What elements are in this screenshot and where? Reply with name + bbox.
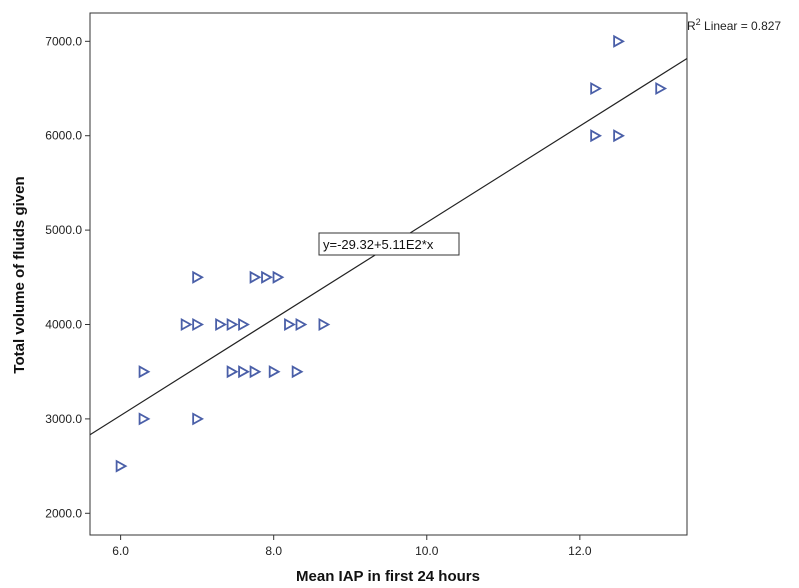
scatter-point — [295, 317, 308, 332]
r-squared-r: R — [687, 19, 696, 33]
scatter-point — [192, 317, 205, 332]
scatter-point — [238, 365, 250, 379]
scatter-point — [226, 365, 239, 379]
y-tick-label: 2000.0 — [45, 506, 82, 520]
points-layer — [115, 34, 668, 473]
y-tick-label: 3000.0 — [45, 412, 82, 426]
scatter-point — [590, 129, 603, 143]
y-tick-label: 6000.0 — [45, 129, 82, 143]
ticks-layer: 2000.0 3000.0 4000.0 5000.0 6000.0 7000.0 6.0 8… — [45, 34, 592, 558]
scatter-point — [291, 365, 304, 379]
y-tick-label: 7000.0 — [45, 34, 82, 48]
scatter-point — [192, 412, 205, 426]
scatter-point — [590, 81, 603, 96]
y-tick-label: 5000.0 — [45, 223, 82, 237]
scatter-point — [138, 412, 151, 426]
scatter-point — [284, 317, 296, 332]
scatter-point — [180, 317, 193, 332]
y-axis-title: Total volume of fluids given — [11, 176, 28, 373]
r-squared-value: Linear = 0.827 — [701, 19, 782, 33]
scatter-point — [115, 459, 128, 473]
r-squared-label: R2 Linear = 0.827 — [687, 17, 781, 33]
scatter-point — [215, 317, 227, 332]
scatter-point — [655, 81, 668, 96]
equation-box — [318, 232, 460, 256]
x-tick-label: 6.0 — [112, 544, 129, 558]
scatter-point — [249, 365, 262, 379]
scatter-point — [226, 317, 239, 332]
scatter-point — [238, 317, 250, 332]
scatter-point — [268, 365, 281, 379]
scatter-point — [192, 270, 205, 284]
y-tick-label: 4000.0 — [45, 318, 82, 332]
scatter-point — [613, 129, 625, 143]
scatter-point — [272, 270, 285, 284]
x-tick-label: 12.0 — [568, 544, 592, 558]
scatter-point — [138, 365, 151, 379]
r-squared-superscript: 2 — [696, 17, 701, 27]
scatter-point — [249, 270, 262, 284]
plot-area — [89, 12, 688, 536]
equation-label: y=-29.32+5.11E2*x — [323, 237, 434, 252]
x-tick-label: 8.0 — [265, 544, 282, 558]
scatter-point — [613, 34, 625, 48]
x-axis-title: Mean IAP in first 24 hours — [296, 568, 480, 585]
equation-label-box: y=-29.32+5.11E2*x — [318, 232, 460, 256]
scatter-point — [261, 270, 273, 284]
scatter-point — [318, 317, 331, 332]
x-tick-label: 10.0 — [415, 544, 439, 558]
